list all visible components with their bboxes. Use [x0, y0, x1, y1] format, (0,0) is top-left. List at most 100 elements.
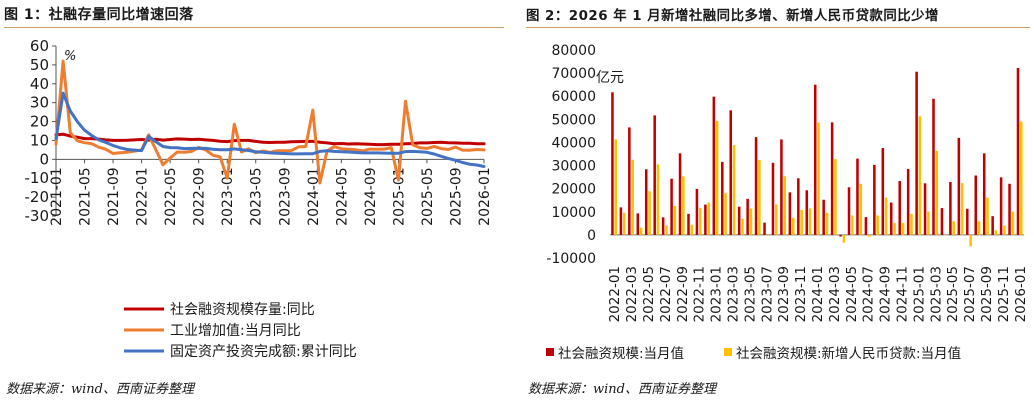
bar-series-2: [707, 202, 710, 235]
bar-series-2: [859, 183, 863, 235]
bar-series-2: [825, 212, 829, 235]
bar-series-1: [661, 217, 665, 235]
bar-series-2: [783, 176, 787, 235]
bar-series-1: [898, 181, 901, 235]
bar-series-1: [805, 190, 809, 235]
bar-series-2: [699, 207, 702, 235]
bar-series-1: [729, 110, 732, 235]
x-tick-label: 2024-09: [878, 266, 894, 322]
y-tick-label: 80000: [551, 43, 596, 59]
x-tick-label: 2026-01: [1013, 266, 1029, 322]
bar-series-2: [927, 211, 930, 235]
x-tick-label: 2023-05: [742, 266, 758, 322]
x-tick-label: 2023-03: [726, 266, 742, 322]
x-tick-label: 2025-11: [996, 266, 1012, 322]
x-tick-label: 2022-11: [692, 266, 708, 322]
figure-1-title-rule: [4, 27, 504, 28]
x-tick-label: 2023-07: [759, 266, 775, 322]
bar-series-2: [732, 144, 736, 235]
bar-series-1: [974, 175, 978, 235]
y-tick-label: 60: [30, 37, 49, 55]
x-tick-label: 2023-01: [709, 266, 725, 322]
bar-series-2: [893, 223, 896, 235]
x-tick-label: 2022-01: [607, 266, 623, 322]
y-tick-label: -30: [25, 207, 50, 225]
bar-series-2: [986, 197, 989, 235]
bar-series-2: [876, 215, 879, 235]
bar-series-2: [741, 218, 744, 235]
y-tick-label: 0: [587, 228, 596, 244]
bar-series-1: [780, 139, 783, 235]
y-tick-label: 70000: [551, 66, 596, 82]
bar-series-2: [758, 160, 761, 235]
bar-series-1: [864, 217, 868, 235]
bar-series-1: [856, 158, 859, 235]
x-tick-label: 2025-01: [391, 167, 407, 226]
bar-series-2: [960, 183, 964, 235]
bar-series-2: [656, 164, 660, 235]
legend-label: 社会融资规模:当月值: [558, 346, 684, 362]
y-tick-label: 10000: [551, 205, 596, 221]
bar-series-2: [977, 221, 981, 235]
bar-series-1: [1016, 68, 1020, 235]
x-tick-label: 2024-09: [363, 167, 379, 226]
legend-swatch: [724, 348, 732, 356]
bar-series-1: [847, 187, 851, 235]
bar-series-2: [1020, 121, 1023, 235]
bar-series-1: [763, 222, 766, 235]
figure-2: 图 2：2026 年 1 月新增社融同比多增、新增人民币贷款同比少增 -1000…: [526, 0, 1032, 406]
bar-chart: -10000 0 10000 20000 30000 40000 50000 60000 700…: [546, 43, 1029, 362]
bar-series-2: [808, 208, 812, 235]
bar-series-1: [695, 188, 699, 235]
bar-series-1: [949, 181, 952, 235]
legend-label: 社会融资规模存量:同比: [170, 302, 315, 318]
bar-series-1: [737, 206, 741, 235]
bar-series-1: [873, 164, 876, 235]
x-tick-label: 2021-09: [106, 167, 122, 226]
x-tick-label: 2022-05: [163, 167, 179, 226]
bar-series-2: [800, 209, 803, 235]
bar-series-2: [775, 204, 778, 235]
x-tick-label: 2023-09: [776, 266, 792, 322]
bar-series-1: [822, 199, 825, 235]
bar-series-1: [830, 122, 834, 235]
bar-series-1: [628, 127, 631, 235]
bar-series-1: [678, 153, 682, 235]
bar-series-2: [639, 227, 643, 235]
bar-series-2: [867, 234, 871, 237]
bar-series-2: [851, 215, 854, 235]
bar-series-1: [721, 161, 724, 235]
y-tick-label: 30: [30, 94, 49, 112]
x-tick-label: 2024-05: [334, 167, 350, 226]
y-tick-label: 20000: [551, 182, 596, 198]
x-tick-label: 2022-09: [192, 167, 208, 226]
bar-series-1: [813, 84, 817, 235]
y-tick-label: 50000: [551, 112, 596, 128]
legend-label: 固定资产投资完成额:累计同比: [170, 344, 357, 360]
bar-series-2: [994, 230, 998, 235]
figure-1-source: 数据来源：wind、西南证券整理: [6, 382, 194, 397]
y-tick-label: 50: [30, 56, 49, 74]
y-tick-label: -20: [25, 188, 50, 206]
x-tick-label: 2025-05: [420, 167, 436, 226]
bar-series-1: [881, 147, 885, 235]
bar-series-2: [834, 159, 837, 235]
y-tick-label: 40: [30, 75, 49, 93]
x-tick-label: 2023-05: [249, 167, 265, 226]
bar-series-2: [673, 206, 677, 235]
bar-series-1: [966, 208, 969, 235]
bar-series-2: [724, 193, 727, 235]
bar-series-2: [842, 234, 846, 243]
bar-series-1: [746, 198, 749, 235]
x-tick-label: 2025-07: [962, 266, 978, 322]
x-tick-label: 2024-05: [844, 266, 860, 322]
bar-series-1: [940, 208, 944, 235]
y-unit-label: 亿元: [596, 70, 624, 86]
bar-series-1: [687, 213, 690, 235]
bar-series-1: [704, 204, 707, 235]
y-tick-label: 40000: [551, 135, 596, 151]
x-tick-label: 2024-01: [810, 266, 826, 322]
bar-series-2: [918, 116, 922, 235]
x-tick-label: 2023-01: [220, 167, 236, 226]
